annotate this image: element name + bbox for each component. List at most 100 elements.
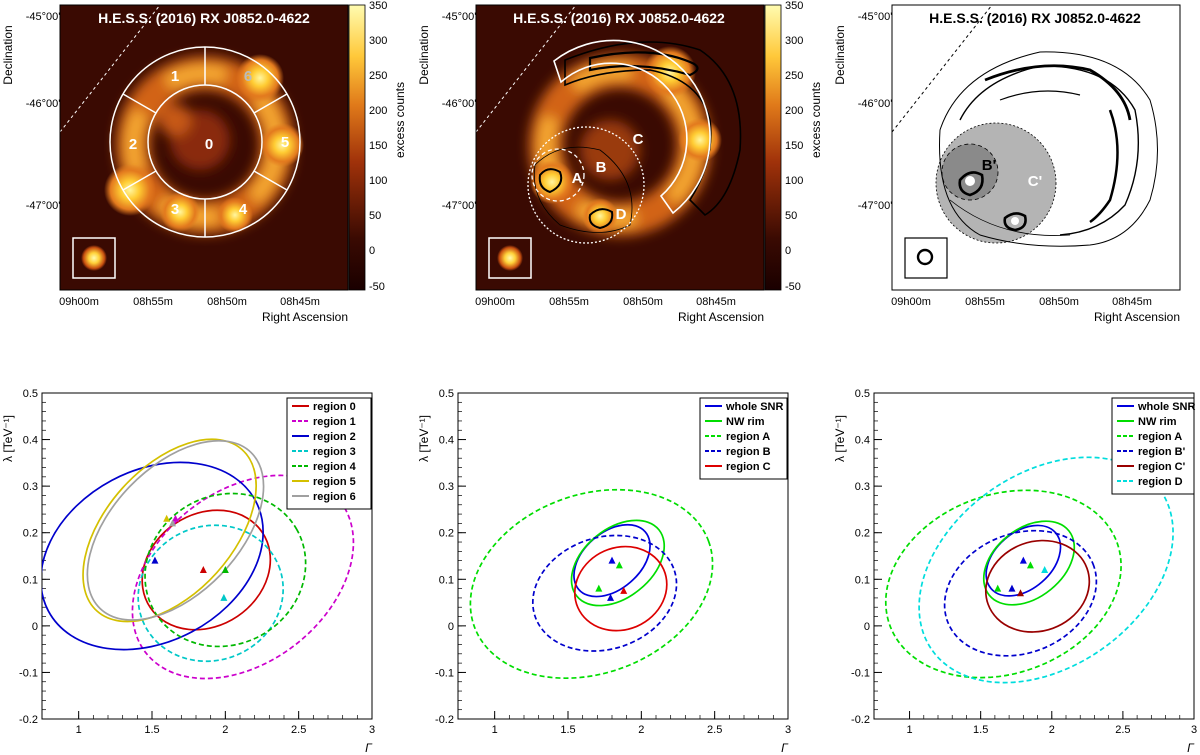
map-1-colorbar-label: excess counts (393, 82, 407, 158)
region-2-label: 2 (129, 136, 137, 153)
y-tick-label: -0.2 (19, 714, 38, 726)
y-tick-label: 0.2 (855, 528, 870, 540)
cbar-2-tick: 200 (785, 105, 803, 117)
best-fit-point-whole-snr (1019, 556, 1027, 564)
map-3-ytick: -45°00' (858, 11, 893, 23)
y-axis-title: λ [TeV⁻¹] (1, 415, 15, 462)
legend-entry: whole SNR (725, 401, 784, 413)
y-tick-label: -0.1 (851, 667, 870, 679)
legend-entry: region B (726, 446, 771, 458)
region-3-label: 3 (171, 201, 179, 218)
map-panel-3: H.E.S.S. (2016) RX J0852.0-4622 B' C' -4… (833, 4, 1181, 324)
y-tick-label: 0 (864, 621, 870, 633)
x-tick-label: 3 (369, 724, 375, 736)
map-2-title: H.E.S.S. (2016) RX J0852.0-4622 (513, 10, 725, 26)
x-tick-label: 2 (1049, 724, 1055, 736)
plot-area (469, 488, 714, 680)
confidence-ellipse-region-6 (86, 439, 265, 621)
best-fit-point-region-5 (163, 514, 171, 522)
y-tick-label: 0.5 (439, 388, 454, 400)
confidence-ellipse-nw-rim (982, 520, 1076, 606)
y-tick-label: 0.3 (855, 481, 870, 493)
cbar-2-tick: -50 (785, 281, 801, 293)
best-fit-point-region-c (620, 586, 628, 594)
y-tick-label: 0.3 (23, 481, 38, 493)
confidence-ellipse-region-4 (144, 492, 307, 648)
x-axis-title: Γ (1187, 741, 1195, 755)
legend-entry: region 0 (313, 401, 356, 413)
x-tick-label: 3 (785, 724, 791, 736)
map-1-colorbar (349, 5, 365, 290)
y-tick-label: 0.5 (23, 388, 38, 400)
map-1-xtick: 08h45m (280, 296, 320, 308)
best-fit-point-region-0 (199, 565, 207, 573)
best-fit-point-region-d (1041, 565, 1049, 573)
legend-entry: region 6 (313, 491, 356, 503)
x-axis-title: Γ (781, 741, 789, 755)
best-fit-point-region-3 (220, 593, 228, 601)
y-tick-label: -0.1 (19, 667, 38, 679)
y-tick-label: 0 (448, 621, 454, 633)
legend-entry: region D (1138, 476, 1183, 488)
x-tick-label: 1.5 (144, 724, 159, 736)
confidence-ellipse-region-5 (82, 438, 257, 623)
legend-entry: whole SNR (1137, 401, 1196, 413)
x-tick-label: 2 (638, 724, 644, 736)
legend-entry: region 3 (313, 446, 356, 458)
map-3-xtick: 08h50m (1039, 296, 1079, 308)
map-3-xtick: 09h00m (891, 296, 931, 308)
y-axis-title: λ [TeV⁻¹] (417, 415, 431, 462)
map-3-xtick: 08h45m (1112, 296, 1152, 308)
y-tick-label: -0.1 (435, 667, 454, 679)
map-3-xlabel: Right Ascension (1094, 310, 1180, 324)
legend-entry: region C (726, 461, 771, 473)
legend-entry: region 4 (313, 461, 357, 473)
map-2-xtick: 08h45m (696, 296, 736, 308)
cbar-2-tick: 0 (785, 245, 791, 257)
best-fit-point-region-a (595, 584, 603, 592)
map-panel-2: H.E.S.S. (2016) RX J0852.0-4622 A B C D … (417, 0, 823, 324)
map-1-title: H.E.S.S. (2016) RX J0852.0-4622 (98, 10, 310, 26)
map-1-colorbar-ticks: 350 300 250 200 150 100 50 0 -50 (369, 0, 387, 293)
cbar-1-tick: 350 (369, 0, 387, 12)
map-1-ylabel: Declination (1, 25, 15, 84)
y-tick-label: 0.5 (855, 388, 870, 400)
x-tick-label: 2.5 (1115, 724, 1130, 736)
best-fit-point-region-4 (221, 565, 229, 573)
map-1-xtick: 08h55m (133, 296, 173, 308)
map-1-ytick: -47°00' (26, 200, 61, 212)
map-2-ytick: -46°00' (442, 98, 477, 110)
best-fit-point-region-b (607, 593, 615, 601)
confidence-ellipse-region-b- (943, 529, 1098, 657)
map-3-ytick: -46°00' (858, 98, 893, 110)
y-tick-label: 0.1 (855, 574, 870, 586)
region-A-label: A (572, 170, 583, 187)
legend-entry: NW rim (1138, 416, 1177, 428)
best-fit-point-region-1 (171, 514, 179, 522)
cbar-2-tick: 100 (785, 175, 803, 187)
y-tick-label: 0.4 (439, 435, 454, 447)
x-tick-label: 2 (222, 724, 228, 736)
cbar-2-tick: 300 (785, 35, 803, 47)
cbar-1-tick: 300 (369, 35, 387, 47)
map-2-xlabel: Right Ascension (678, 310, 764, 324)
confidence-ellipse-region-c- (984, 539, 1091, 633)
y-tick-label: 0.4 (855, 435, 870, 447)
map-3-title: H.E.S.S. (2016) RX J0852.0-4622 (929, 10, 1141, 26)
map-2-ytick: -45°00' (442, 11, 477, 23)
map-3-ylabel: Declination (833, 25, 847, 84)
map-2-ytick: -47°00' (442, 200, 477, 212)
region-Cp-label: C' (1028, 173, 1042, 190)
y-tick-label: -0.2 (435, 714, 454, 726)
x-tick-label: 1.5 (560, 724, 575, 736)
region-0-label: 0 (205, 136, 213, 153)
y-tick-label: 0.2 (439, 528, 454, 540)
cbar-1-tick: 150 (369, 140, 387, 152)
legend-box (1111, 397, 1195, 495)
map-2-ylabel: Declination (417, 25, 431, 84)
y-tick-label: 0.3 (439, 481, 454, 493)
x-tick-label: 3 (1191, 724, 1197, 736)
legend: region 0 region 1 region 2 region 3 region 4… (286, 397, 372, 510)
legend-entry: region C' (1138, 461, 1186, 473)
